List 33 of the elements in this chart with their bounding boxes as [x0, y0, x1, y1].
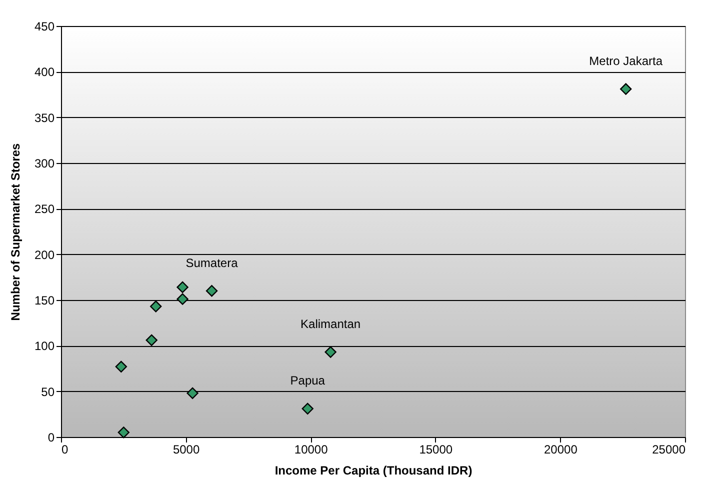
y-tick-label: 100: [34, 339, 55, 354]
point: [324, 346, 336, 358]
y-axis-title: Number of Supermarket Stores: [8, 142, 22, 321]
point: [115, 360, 127, 373]
x-tick-label: 15000: [419, 442, 453, 456]
point: [176, 281, 188, 294]
annotation: Metro Jakarta: [589, 54, 663, 68]
x-tick-label: 25000: [652, 442, 686, 456]
x-tick-label: 5000: [172, 442, 200, 456]
annotation: Kalimantan: [300, 317, 361, 332]
point: [206, 285, 218, 297]
y-tick-label: 300: [34, 156, 55, 170]
x-axis-title: Income Per Capita (Thousand IDR): [274, 464, 472, 478]
y-tick-label: 0: [48, 430, 55, 444]
y-tick-label: 50: [41, 384, 55, 399]
y-tick-label: 200: [34, 248, 55, 262]
point: [150, 300, 162, 312]
x-tick-label: 20000: [544, 442, 578, 456]
point: [176, 293, 188, 305]
y-tick-label: 150: [34, 294, 55, 308]
point: [186, 387, 198, 400]
annotation: Papua: [290, 374, 326, 388]
point: [302, 402, 314, 415]
y-tick-label: 350: [34, 110, 55, 125]
y-tick-label: 400: [34, 65, 55, 80]
point: [620, 83, 632, 95]
y-tick-label: 250: [34, 202, 55, 216]
point: [146, 334, 158, 346]
x-tick-label: 10000: [294, 442, 328, 456]
annotation: Sumatera: [186, 256, 238, 270]
x-tick-label: 0: [62, 442, 68, 456]
point: [118, 426, 130, 438]
y-tick-label: 450: [34, 20, 55, 34]
